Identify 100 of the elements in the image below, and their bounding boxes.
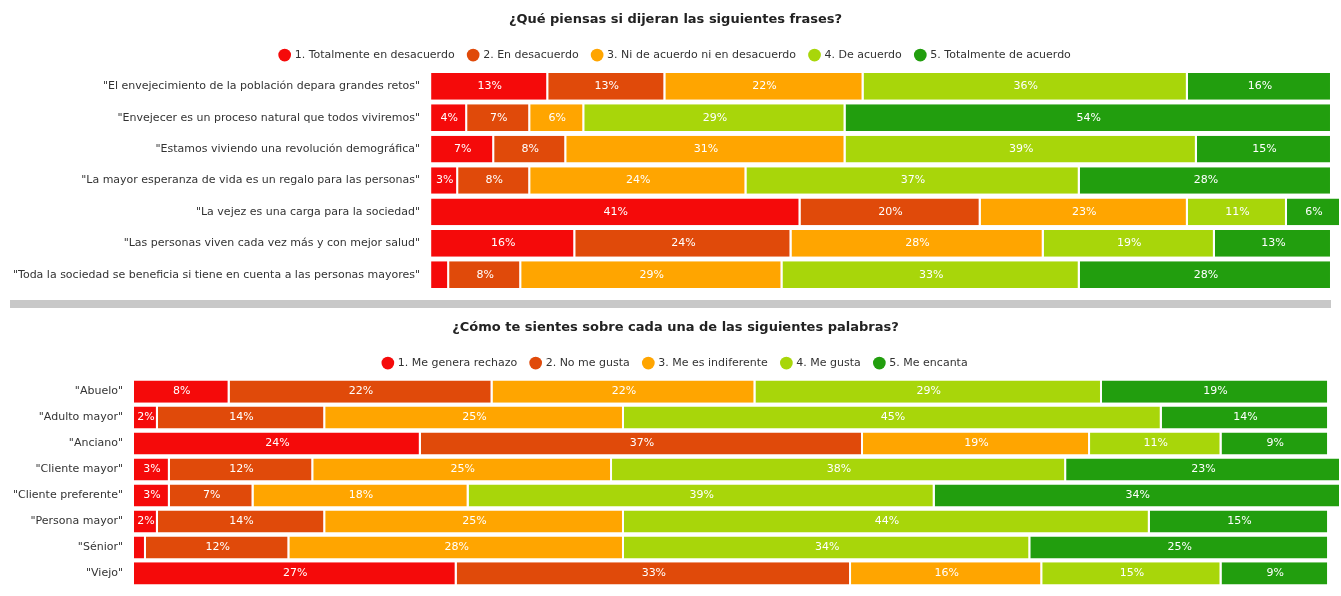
data-label: 6% <box>548 110 566 124</box>
y-tick-label: "Adulto mayor" <box>38 410 123 424</box>
data-label: 29% <box>702 110 728 124</box>
legend-label: 2. No me gusta <box>545 355 630 369</box>
data-label: 24% <box>671 236 696 250</box>
data-label: 13% <box>594 79 620 93</box>
legend-label: 1. Me genera rechazo <box>397 355 518 369</box>
data-label: 54% <box>1076 110 1101 124</box>
data-label: 45% <box>880 410 906 424</box>
data-label: 28% <box>1193 267 1219 281</box>
y-tick-label: "Cliente preferente" <box>13 488 123 502</box>
data-label: 36% <box>1013 79 1038 93</box>
data-label: 7% <box>453 141 472 155</box>
data-label: 28% <box>905 236 930 250</box>
data-label: 3% <box>435 173 454 187</box>
data-label: 15% <box>1252 141 1277 155</box>
chart-title: ¿Cómo te sientes sobre cada una de las siguientes palabras? <box>452 319 899 335</box>
legend-label: 5. Me encanta <box>889 355 968 369</box>
data-label: 41% <box>603 204 629 218</box>
data-label: 13% <box>1261 236 1286 250</box>
y-tick-label: "Estamos viviendo una revolución demográfica" <box>155 141 421 155</box>
data-label: 29% <box>639 267 665 281</box>
data-label: 4% <box>440 110 458 124</box>
data-label: 6% <box>1305 204 1323 218</box>
y-tick-label: "Persona mayor" <box>30 514 123 528</box>
data-label: 14% <box>1233 410 1258 424</box>
y-tick-label: "Cliente mayor" <box>35 462 123 476</box>
data-label: 39% <box>1008 141 1034 155</box>
data-label: 19% <box>1117 236 1142 250</box>
data-label: 15% <box>1227 514 1252 528</box>
data-label: 7% <box>202 488 221 502</box>
data-label: 25% <box>1167 540 1192 554</box>
data-label: 34% <box>1125 488 1151 502</box>
data-label: 9% <box>1266 436 1284 450</box>
data-label: 28% <box>444 540 469 554</box>
data-label: 16% <box>490 236 516 250</box>
y-tick-label: "La mayor esperanza de vida es un regalo para las personas" <box>81 173 421 187</box>
data-label: 12% <box>229 462 254 476</box>
data-label: 8% <box>521 141 539 155</box>
y-tick-label: "El envejecimiento de la población depara grandes retos" <box>102 79 421 93</box>
data-label: 23% <box>1072 204 1097 218</box>
data-label: 16% <box>1247 79 1273 93</box>
data-label: 25% <box>462 410 487 424</box>
y-tick-label: "Anciano" <box>68 436 123 450</box>
data-label: 24% <box>626 173 651 187</box>
data-label: 13% <box>477 79 502 93</box>
data-label: 29% <box>916 384 941 398</box>
data-label: 8% <box>173 384 191 398</box>
y-tick-label: "Envejecer es un proceso natural que todos viviremos" <box>117 110 421 124</box>
data-label: 33% <box>918 267 944 281</box>
data-label: 8% <box>476 267 494 281</box>
data-label: 8% <box>485 173 503 187</box>
data-label: 37% <box>629 436 655 450</box>
legend-label: 4. De acuerdo <box>824 47 903 61</box>
data-label: 2% <box>137 410 155 424</box>
data-label: 16% <box>934 566 959 580</box>
data-label: 14% <box>229 514 254 528</box>
legend-label: 3. Me es indiferente <box>658 355 769 369</box>
data-label: 24% <box>265 436 290 450</box>
data-label: 44% <box>874 514 900 528</box>
y-tick-label: "Toda la sociedad se beneficia si tiene en cuenta a las personas mayores" <box>12 267 421 281</box>
data-label: 25% <box>450 462 475 476</box>
data-label: 22% <box>611 384 637 398</box>
legend-label: 2. En desacuerdo <box>483 47 579 61</box>
data-label: 39% <box>689 488 714 502</box>
data-label: 22% <box>752 79 777 93</box>
data-label: 25% <box>462 514 487 528</box>
data-label: 11% <box>1225 204 1250 218</box>
data-label: 3% <box>143 462 161 476</box>
data-label: 14% <box>229 410 254 424</box>
data-label: 11% <box>1143 436 1168 450</box>
data-label: 2% <box>137 514 155 528</box>
data-label: 37% <box>900 173 926 187</box>
data-label: 33% <box>641 566 667 580</box>
data-label: 31% <box>693 141 719 155</box>
data-label: 22% <box>348 384 374 398</box>
legend-label: 3. Ni de acuerdo ni en desacuerdo <box>607 47 797 61</box>
y-tick-label: "La vejez es una carga para la sociedad" <box>195 204 421 218</box>
data-label: 23% <box>1191 462 1216 476</box>
data-label: 7% <box>489 110 508 124</box>
data-label: 3% <box>143 488 161 502</box>
data-label: 38% <box>826 462 852 476</box>
legend-label: 1. Totalmente en desacuerdo <box>294 47 455 61</box>
y-tick-label: "Las personas viven cada vez más y con mejor salud" <box>123 236 421 250</box>
legend-label: 4. Me gusta <box>796 355 861 369</box>
data-label: 15% <box>1119 566 1145 580</box>
data-label: 27% <box>283 566 308 580</box>
data-label: 18% <box>348 488 374 502</box>
data-label: 20% <box>878 204 903 218</box>
data-label: 9% <box>1266 566 1284 580</box>
data-label: 12% <box>205 540 230 554</box>
chart-title: ¿Qué piensas si dijeran las siguientes frases? <box>508 11 843 27</box>
legend-label: 5. Totalmente de acuerdo <box>930 47 1072 61</box>
y-tick-label: "Viejo" <box>85 566 123 580</box>
y-tick-label: "Abuelo" <box>74 384 123 398</box>
y-tick-label: "Sénior" <box>77 540 123 554</box>
data-label: 19% <box>964 436 989 450</box>
data-label: 34% <box>814 540 840 554</box>
data-label: 28% <box>1193 173 1219 187</box>
data-label: 19% <box>1203 384 1228 398</box>
